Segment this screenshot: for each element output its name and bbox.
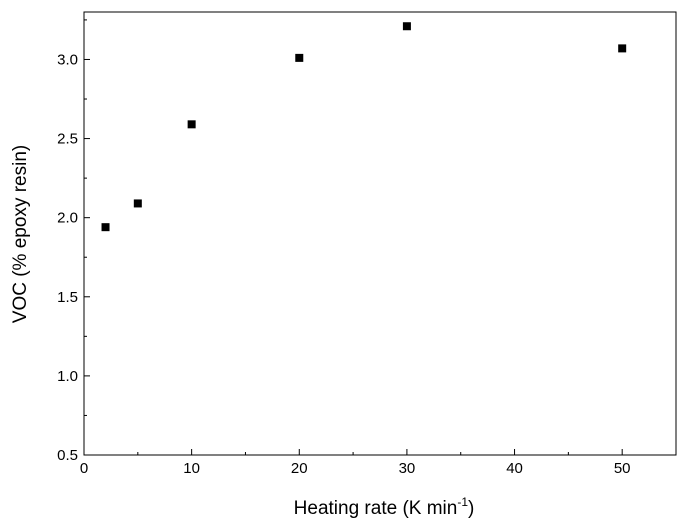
x-tick-label: 0 <box>80 460 88 477</box>
x-axis: 0 10 20 30 40 50 <box>80 449 631 477</box>
data-point <box>618 44 627 53</box>
data-point <box>101 223 110 232</box>
x-axis-title-close: ) <box>468 498 474 519</box>
y-tick-label: 3.0 <box>57 51 78 68</box>
x-tick-label: 20 <box>291 460 308 477</box>
x-tick-label: 50 <box>614 460 631 477</box>
data-point <box>187 120 196 129</box>
y-tick-label: 2.5 <box>57 131 78 148</box>
data-point <box>133 199 142 208</box>
y-axis: 0.5 1.0 1.5 2.0 2.5 3.0 <box>57 19 90 464</box>
y-tick-label: 0.5 <box>57 447 78 464</box>
x-axis-title-superscript: -1 <box>457 495 468 509</box>
data-point <box>402 22 411 31</box>
x-axis-title-main: Heating rate (K min <box>294 498 458 519</box>
data-series <box>101 22 627 232</box>
x-tick-label: 30 <box>399 460 416 477</box>
x-tick-label: 10 <box>183 460 200 477</box>
x-axis-title: Heating rate (K min-1) <box>294 495 475 519</box>
plot-frame <box>83 11 677 456</box>
y-tick-label: 2.0 <box>57 210 78 227</box>
y-axis-title: VOC (% epoxy resin) <box>10 145 31 323</box>
x-tick-label: 40 <box>506 460 523 477</box>
y-tick-label: 1.5 <box>57 289 78 306</box>
y-tick-label: 1.0 <box>57 368 78 385</box>
data-point <box>295 53 304 62</box>
